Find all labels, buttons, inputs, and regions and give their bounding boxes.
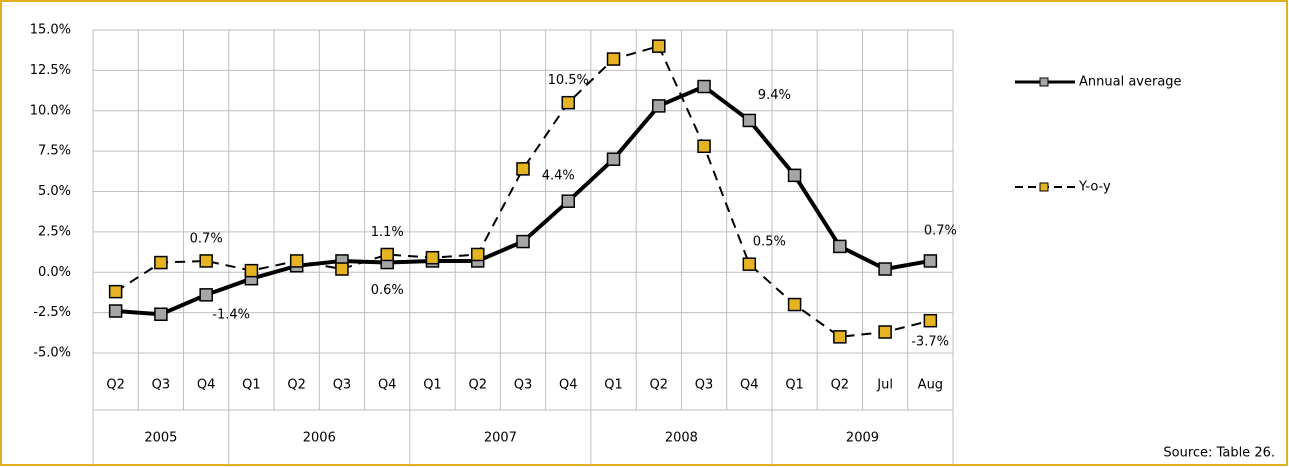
x-tick-label: Q2: [831, 378, 850, 393]
marker: [470, 247, 485, 262]
y-tick-label: 10.0%: [30, 103, 71, 118]
marker: [697, 139, 711, 154]
x-tick-label: Q1: [604, 378, 623, 393]
x-tick-label: Q4: [378, 378, 397, 393]
marker: [606, 52, 621, 66]
marker: [199, 254, 213, 268]
x-tick-label: Q3: [514, 378, 533, 393]
x-tick-label: Q1: [785, 378, 804, 393]
data-label: 0.6%: [371, 283, 404, 298]
source-note: Source: Table 26.: [1163, 446, 1275, 461]
marker: [787, 168, 802, 183]
x-tick-label: Q3: [695, 378, 714, 393]
y-tick-label: 0.0%: [38, 265, 71, 280]
marker: [154, 307, 168, 321]
y-tick-label: 5.0%: [38, 184, 71, 199]
y-tick-label: 15.0%: [30, 23, 71, 38]
group-label: 2008: [665, 431, 698, 446]
x-tick-label: Q4: [740, 378, 759, 393]
x-tick-label: Jul: [876, 378, 893, 393]
marker: [380, 247, 394, 262]
data-label: 0.7%: [190, 231, 223, 246]
marker: [606, 152, 621, 166]
y-tick-label: -5.0%: [33, 346, 71, 361]
marker: [923, 313, 938, 328]
marker: [833, 330, 847, 344]
marker: [787, 297, 802, 312]
marker: [244, 263, 259, 278]
x-tick-label: Q4: [197, 378, 216, 393]
marker: [335, 262, 349, 276]
marker: [878, 325, 892, 339]
data-label: 4.4%: [542, 169, 575, 184]
marker: [652, 99, 666, 113]
x-tick-label: Q4: [559, 378, 578, 393]
group-label: 2006: [303, 431, 336, 446]
y-tick-label: 2.5%: [38, 224, 71, 239]
marker: [561, 95, 576, 110]
legend-label: Annual average: [1079, 75, 1182, 90]
x-tick-label: Q2: [468, 378, 487, 393]
data-label: -1.4%: [212, 307, 250, 322]
group-label: 2007: [484, 431, 517, 446]
marker: [108, 304, 123, 318]
x-tick-label: Q3: [152, 378, 171, 393]
y-tick-label: -2.5%: [33, 305, 71, 320]
marker: [923, 254, 938, 268]
marker: [516, 234, 530, 249]
x-tick-label: Aug: [918, 378, 943, 393]
y-tick-label: 7.5%: [38, 144, 71, 159]
marker: [652, 39, 666, 53]
data-label: 0.5%: [753, 235, 786, 250]
marker: [833, 239, 847, 254]
data-label: 9.4%: [758, 88, 791, 103]
data-label: -3.7%: [911, 335, 949, 350]
data-label: 1.1%: [371, 225, 404, 240]
legend-label: Y-o-y: [1078, 180, 1111, 195]
marker: [516, 162, 530, 176]
marker: [154, 255, 168, 270]
marker: [289, 254, 304, 268]
x-tick-label: Q2: [106, 378, 125, 393]
marker: [561, 194, 576, 208]
legend-marker: [1039, 182, 1049, 192]
legend-marker: [1039, 77, 1049, 87]
data-label: 10.5%: [548, 73, 589, 88]
marker: [742, 113, 757, 128]
x-tick-label: Q1: [242, 378, 261, 393]
group-label: 2009: [846, 431, 879, 446]
marker: [108, 284, 123, 299]
x-tick-label: Q2: [287, 378, 306, 393]
x-tick-label: Q2: [650, 378, 669, 393]
marker: [878, 262, 892, 276]
data-label: 0.7%: [924, 223, 957, 238]
x-tick-label: Q3: [333, 378, 352, 393]
marker: [425, 250, 440, 265]
x-tick-label: Q1: [423, 378, 442, 393]
group-label: 2005: [144, 431, 177, 446]
marker: [697, 79, 711, 94]
marker: [742, 257, 757, 271]
y-tick-label: 12.5%: [30, 63, 71, 78]
marker: [199, 288, 213, 302]
